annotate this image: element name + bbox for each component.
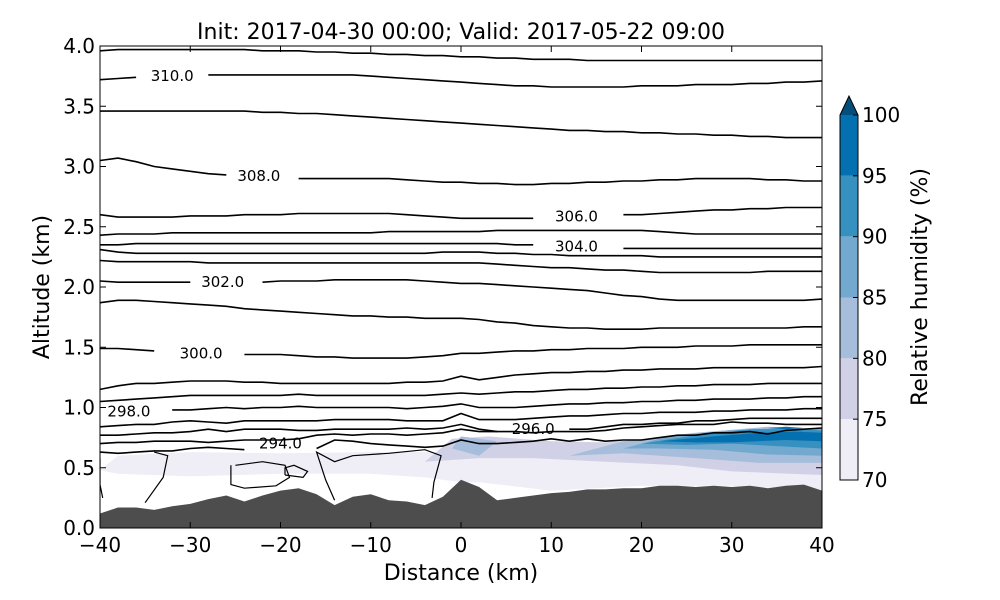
isentrope-label: 302.0 [201,273,244,291]
y-tick-label: 3.0 [63,155,95,179]
chart-title: Init: 2017-04-30 00:00; Valid: 2017-05-2… [197,20,725,45]
x-axis-label: Distance (km) [384,561,539,586]
colorbar-tick-label: 70 [862,468,887,492]
isentrope-label: 304.0 [555,238,598,256]
rh-contour-line-0 [100,458,104,499]
isentrope-line-14-1 [623,206,822,216]
rh-region-6 [659,431,822,443]
isentrope-line-17-1 [208,74,822,88]
colorbar-swatch [840,358,858,420]
plot-area: 294.0296.0298.0300.0302.0304.0306.0308.0… [63,34,835,557]
terrain [100,479,822,528]
isentrope-line-9-0 [100,280,191,283]
isentrope-line-1 [100,421,822,445]
humidity-shading [100,426,822,491]
isentrope-contours: 294.0 296.0 298.0 300.0 302.0 304.0 306.0 308.0… [100,48,822,455]
isentrope-line-2-1 [569,417,822,430]
isentrope-line-3 [100,407,822,428]
isentrope-line-4-0 [172,395,822,411]
x-tick-label: 0 [455,533,468,557]
isentrope-label: 298.0 [107,403,150,421]
isentrope-line-6 [100,365,822,391]
colorbar-swatch [840,115,858,176]
colorbar-swatch [840,236,858,298]
x-tick-label: 10 [539,533,564,557]
y-tick-label: 2.5 [63,215,95,239]
isentrope-label: 310.0 [151,67,194,85]
rh-contour-line-2 [230,461,291,489]
isentrope-line-0-0 [100,446,245,455]
colorbar-swatches [839,94,859,481]
y-tick-label: 0.0 [63,516,95,540]
isentrope-line-15-0 [100,157,227,176]
isentrope-line-7-1 [244,344,822,359]
isentrope-line-10 [100,259,822,274]
x-tick-label: 30 [719,533,744,557]
y-axis-label: Altitude (km) [30,215,55,359]
humidity-contour-lines [100,449,442,504]
isentrope-line-0-1 [316,427,822,450]
isentrope-label: 296.0 [512,420,555,438]
colorbar-tick-label: 90 [862,225,887,249]
y-tick-label: 4.0 [63,34,95,58]
isentrope-line-17-0 [100,76,137,81]
y-tick-label: 1.5 [63,335,95,359]
x-tick-label: −20 [259,533,301,557]
isentrope-line-8 [100,299,822,330]
x-tick-label: 40 [809,533,834,557]
isentrope-line-9-1 [262,279,822,302]
colorbar-extend-arrow [840,96,858,115]
colorbar: 70 75 80 85 90 95 100 Relative humidity (%) [839,94,933,492]
x-tick-label: −10 [350,533,392,557]
x-tick-label: −40 [79,533,121,557]
colorbar-tick-label: 95 [862,164,887,188]
colorbar-tick-label: 100 [862,103,900,127]
isentrope-line-11 [100,248,822,258]
x-axis-ticks: −40 −30 −20 −10 0 10 20 30 40 [79,46,835,557]
y-tick-label: 1.0 [63,396,95,420]
y-tick-label: 0.5 [63,456,95,480]
isentrope-line-18 [100,48,822,62]
isentrope-line-13 [100,229,822,236]
isentrope-line-7-0 [100,347,155,352]
terrain-fill [100,479,822,528]
isentrope-label: 308.0 [237,167,280,185]
isentrope-line-5 [100,382,822,403]
rh-region-7 [767,426,804,430]
colorbar-tick-label: 80 [862,346,887,370]
colorbar-swatch [840,419,858,480]
isentrope-line-15-1 [298,177,822,186]
colorbar-tick-label: 75 [862,407,887,431]
isentrope-line-16 [100,110,822,139]
y-tick-label: 2.0 [63,275,95,299]
colorbar-swatch [840,175,858,237]
rh-contour-line-3 [284,464,309,479]
isentrope-line-14-0 [100,212,534,220]
rh-contour-line-4 [315,449,442,501]
isentrope-line-12-0 [100,242,534,246]
colorbar-tick-label: 85 [862,286,887,310]
x-tick-label: 20 [629,533,654,557]
isentrope-line-2-0 [100,423,498,436]
colorbar-ticks: 70 75 80 85 90 95 100 [853,103,900,492]
isentrope-label: 300.0 [180,344,223,362]
isentrope-label: 294.0 [259,435,302,453]
y-axis-ticks: 0.0 0.5 1.0 1.5 2.0 2.5 3.0 3.5 4.0 [63,34,822,540]
colorbar-label: Relative humidity (%) [908,168,933,406]
colorbar-swatch [840,297,858,359]
x-tick-label: −30 [169,533,211,557]
y-tick-label: 3.5 [63,94,95,118]
rh-contour-line-1 [144,451,169,504]
isentrope-label: 306.0 [555,208,598,226]
